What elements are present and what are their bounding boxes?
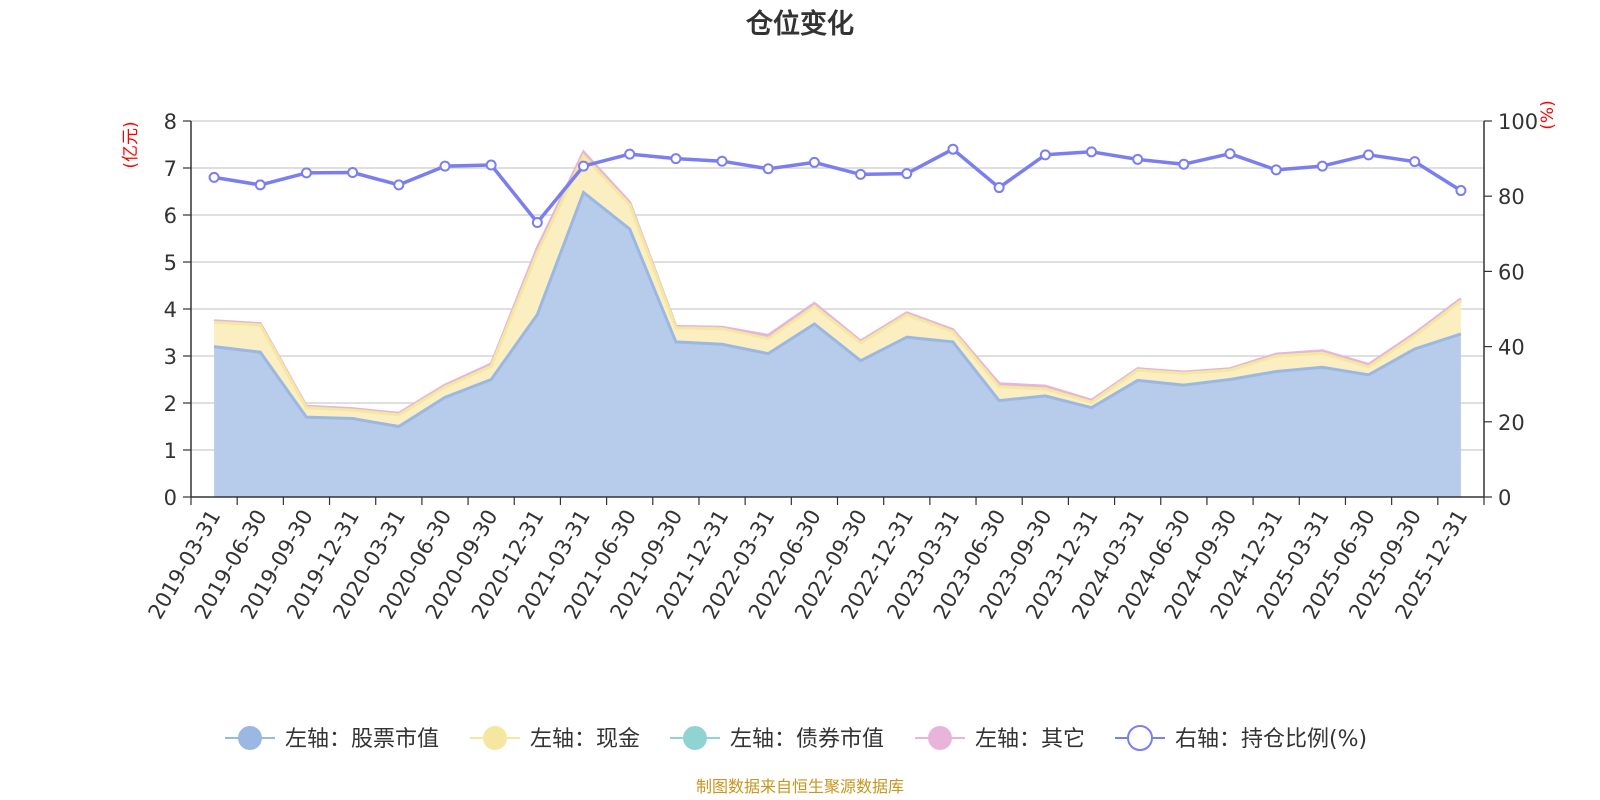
left-tick-label-1: 1 <box>164 439 177 463</box>
legend-label-4: 右轴：持仓比例(%) <box>1175 727 1367 752</box>
ratio-point-10 <box>670 153 682 165</box>
ratio-point-24 <box>1316 160 1328 172</box>
legend-label-3: 左轴：其它 <box>975 727 1085 752</box>
ratio-point-26 <box>1409 156 1421 168</box>
area-0-fill <box>214 192 1461 497</box>
right-tick-label-4: 80 <box>1498 185 1525 209</box>
right-tick-label-1: 20 <box>1498 411 1525 435</box>
ratio-point-17 <box>993 182 1005 194</box>
data-source-note: 制图数据来自恒生聚源数据库 <box>696 777 904 796</box>
ratio-point-23 <box>1270 164 1282 176</box>
ratio-point-19 <box>1085 146 1097 158</box>
left-tick-label-4: 4 <box>164 298 177 322</box>
ratio-point-15 <box>901 168 913 180</box>
ratio-point-5 <box>439 160 451 172</box>
ratio-point-3 <box>347 167 359 179</box>
area-0-edge <box>213 189 1462 429</box>
left-tick-label-7: 7 <box>164 157 177 181</box>
ratio-point-1 <box>254 179 266 191</box>
right-tick-label-5: 100 <box>1498 110 1538 134</box>
ratio-line-path <box>213 147 1462 225</box>
ratio-point-2 <box>300 167 312 179</box>
legend[interactable]: 左轴：股票市值 左轴：现金 左轴：债券市值 左轴：其它 右轴：持仓比例(%) <box>225 725 1367 752</box>
ratio-point-18 <box>1039 149 1051 161</box>
right-tick-label-3: 60 <box>1498 260 1525 284</box>
legend-item-4[interactable]: 右轴：持仓比例(%) <box>1115 725 1367 752</box>
ratio-point-22 <box>1224 148 1236 160</box>
right-tick-label-0: 0 <box>1498 486 1511 510</box>
ratio-point-20 <box>1132 153 1144 165</box>
ratio-point-21 <box>1178 158 1190 170</box>
left-tick-label-3: 3 <box>164 345 177 369</box>
legend-label-1: 左轴：现金 <box>530 727 640 752</box>
legend-label-2: 左轴：债券市值 <box>730 727 884 752</box>
left-tick-label-8: 8 <box>164 110 177 134</box>
ratio-point-27 <box>1455 185 1467 197</box>
ratio-point-16 <box>947 143 959 155</box>
chart-title: 仓位变化 <box>745 8 854 40</box>
legend-marker-0 <box>238 726 262 750</box>
legend-marker-2 <box>683 726 707 750</box>
legend-marker-3 <box>928 726 952 750</box>
ratio-point-11 <box>716 155 728 167</box>
legend-marker-1 <box>483 726 507 750</box>
legend-item-2[interactable]: 左轴：债券市值 <box>670 726 884 752</box>
ratio-point-13 <box>808 156 820 168</box>
ratio-point-12 <box>762 163 774 175</box>
ratio-point-0 <box>208 171 220 183</box>
ratio-point-8 <box>578 160 590 172</box>
legend-label-0: 左轴：股票市值 <box>285 727 439 752</box>
left-tick-label-5: 5 <box>164 251 177 275</box>
left-axis-unit: (亿元) <box>121 121 141 168</box>
ratio-point-9 <box>624 148 636 160</box>
position-ratio-line <box>208 143 1467 229</box>
right-axis-unit: (%) <box>1538 100 1558 129</box>
ratio-point-4 <box>393 179 405 191</box>
left-tick-label-2: 2 <box>164 392 177 416</box>
stacked-areas <box>213 149 1462 497</box>
ratio-point-6 <box>485 159 497 171</box>
legend-item-0[interactable]: 左轴：股票市值 <box>225 726 439 752</box>
legend-marker-4 <box>1127 725 1153 751</box>
left-tick-label-6: 6 <box>164 204 177 228</box>
area-1-edge <box>214 153 1462 417</box>
right-tick-label-2: 40 <box>1498 336 1525 360</box>
ratio-point-25 <box>1363 149 1375 161</box>
left-tick-label-0: 0 <box>164 486 177 510</box>
ratio-point-7 <box>531 217 543 229</box>
ratio-point-14 <box>855 168 867 180</box>
legend-item-3[interactable]: 左轴：其它 <box>915 726 1085 752</box>
legend-item-1[interactable]: 左轴：现金 <box>470 726 640 752</box>
